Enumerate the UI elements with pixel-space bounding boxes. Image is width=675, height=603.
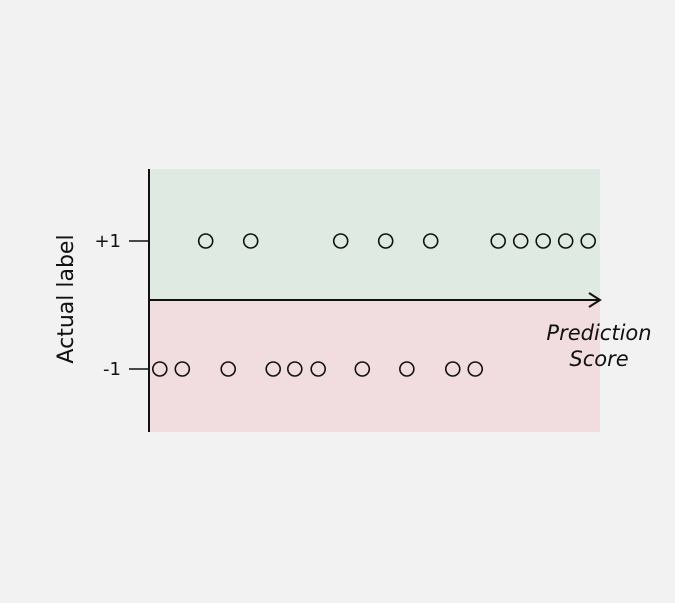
y-tick-label-positive: +1 — [94, 231, 121, 252]
positive-label-point — [512, 233, 529, 249]
negative-label-point — [220, 361, 236, 377]
x-axis-title-line-1: Prediction — [546, 321, 651, 345]
y-axis-title: Actual label — [54, 234, 79, 363]
negative-label-point — [444, 361, 461, 377]
negative-label-point — [265, 361, 282, 377]
positive-label-point — [377, 233, 394, 249]
points-layer — [152, 233, 597, 377]
negative-label-point — [174, 361, 191, 377]
positive-label-point — [332, 233, 349, 249]
positive-label-point — [580, 233, 597, 249]
negative-label-point — [286, 361, 303, 377]
positive-label-point — [490, 233, 507, 249]
negative-label-point — [354, 361, 371, 377]
negative-label-point — [399, 361, 415, 377]
positive-label-point — [242, 233, 259, 249]
y-tick-label-negative: -1 — [103, 359, 121, 380]
positive-label-point — [422, 233, 439, 249]
positive-label-point — [557, 233, 574, 249]
negative-label-point — [467, 361, 484, 377]
positive-label-point — [535, 233, 552, 249]
negative-label-point — [152, 361, 168, 377]
x-axis-arrowhead — [588, 292, 602, 308]
x-axis-title-line-2: Score — [569, 347, 628, 371]
positive-label-point — [197, 233, 214, 249]
positive-region — [149, 169, 600, 300]
negative-region — [149, 300, 600, 432]
negative-label-point — [310, 361, 327, 377]
